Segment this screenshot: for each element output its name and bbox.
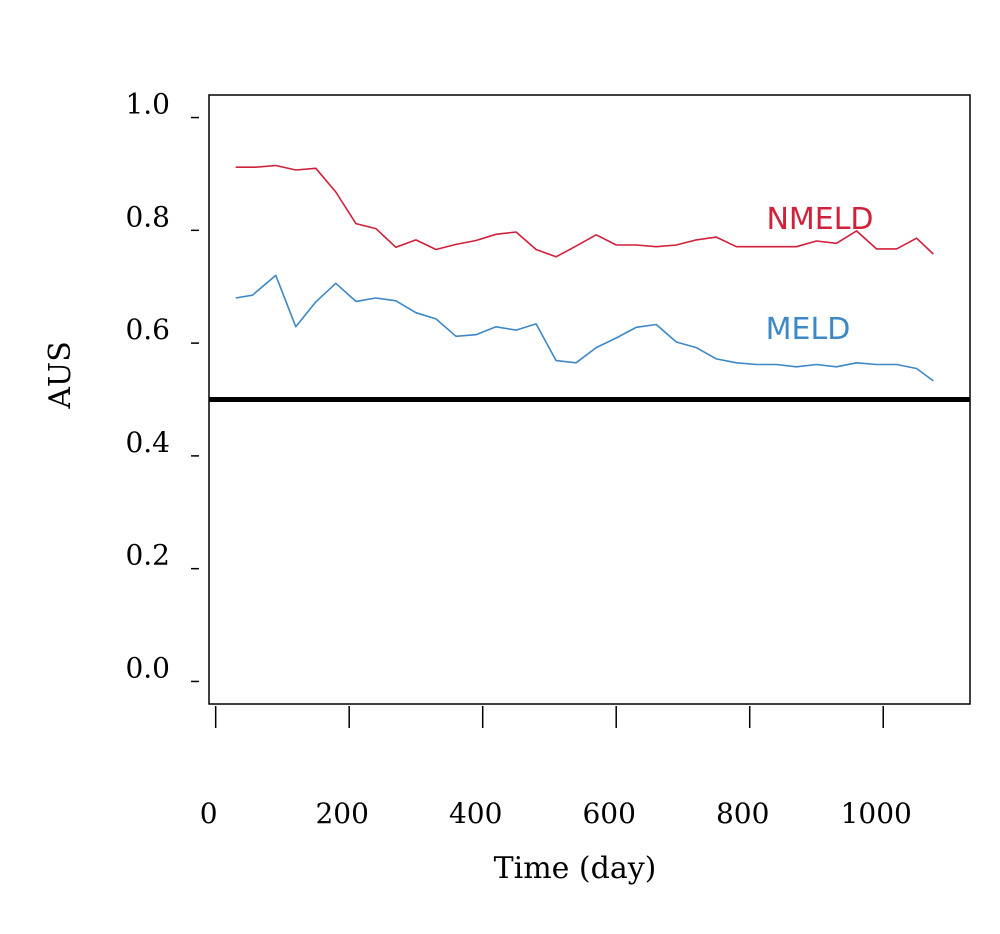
- series-line-meld: [235, 274, 934, 382]
- series-line-nmeld: [235, 164, 934, 258]
- series-label-meld: MELD: [766, 312, 851, 347]
- y-tick-label: 0.0: [125, 651, 170, 684]
- y-tick-label: 0.6: [125, 313, 170, 346]
- x-tick-label: 800: [716, 797, 769, 830]
- y-tick-label: 0.4: [125, 426, 170, 459]
- series-label-nmeld: NMELD: [766, 202, 873, 237]
- x-axis: 0 200 400 600 800 1000: [200, 706, 912, 830]
- y-axis: 0.0 0.2 0.4 0.6 0.8 1.0: [125, 88, 199, 684]
- x-tick-label: 0: [200, 797, 218, 830]
- y-tick-label: 1.0: [125, 88, 170, 121]
- x-tick-label: 600: [582, 797, 635, 830]
- x-tick-label: 200: [315, 797, 368, 830]
- y-tick-label: 0.2: [125, 539, 170, 572]
- x-tick-label: 400: [449, 797, 502, 830]
- y-axis-title: AUS: [43, 341, 78, 410]
- x-tick-label: 1000: [841, 797, 912, 830]
- series-layer: NMELD MELD: [235, 164, 934, 382]
- y-tick-label: 0.8: [125, 200, 170, 233]
- x-axis-title: Time (day): [494, 851, 657, 886]
